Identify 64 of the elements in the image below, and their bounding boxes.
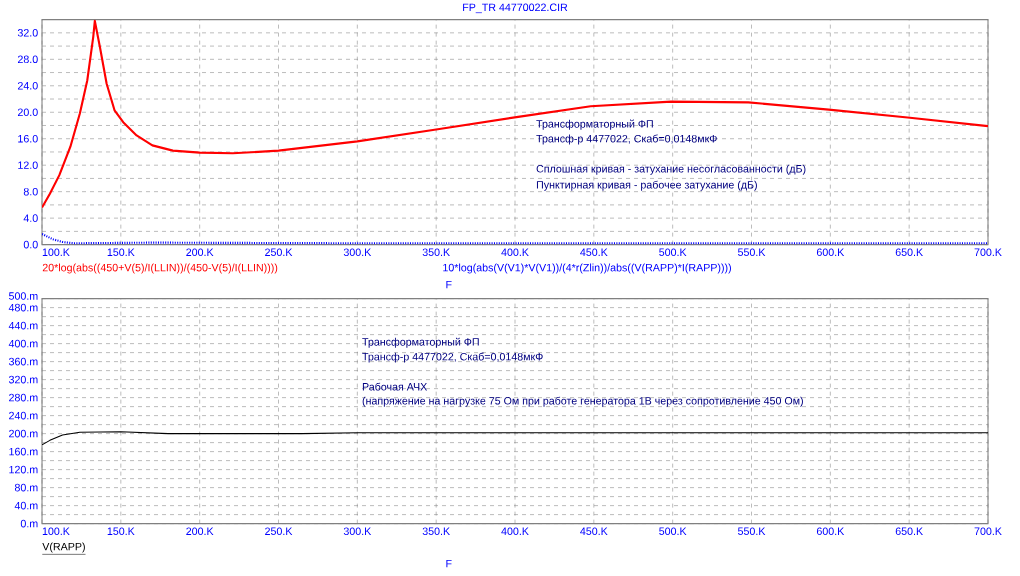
annotation: Трансформаторный ФП bbox=[536, 119, 653, 130]
chart-title: FP_TR 44770022.CIR bbox=[463, 3, 568, 14]
x-axis-title: F bbox=[446, 560, 452, 568]
annotation: Рабочая АЧХ bbox=[362, 382, 428, 391]
y-tick-label: 240.m bbox=[9, 412, 38, 420]
line-series bbox=[42, 20, 988, 209]
y-tick-label: 20.0 bbox=[17, 108, 38, 117]
x-tick-label: 200.K bbox=[186, 248, 214, 257]
x-tick-label: 200.K bbox=[186, 527, 214, 536]
x-tick-label: 650.K bbox=[895, 527, 923, 536]
x-tick-label: 250.K bbox=[265, 248, 293, 257]
x-tick-label: 600.K bbox=[816, 248, 845, 257]
y-tick-label: 200.m bbox=[9, 430, 38, 438]
y-tick-label: 12.0 bbox=[18, 161, 38, 170]
y-tick-label: 32.0 bbox=[17, 29, 38, 37]
y-tick-label: 160.m bbox=[9, 448, 38, 456]
x-tick-label: 700.K bbox=[974, 527, 1002, 536]
x-tick-label: 450.K bbox=[580, 527, 608, 536]
y-tick-label: 500.m bbox=[8, 292, 38, 300]
annotation: Пунктирная кривая - рабочее затухание (дБ) bbox=[536, 180, 757, 191]
y-tick-label: 280.m bbox=[9, 394, 38, 402]
x-tick-label: 400.K bbox=[501, 248, 529, 257]
x-tick-label: 350.K bbox=[422, 248, 450, 257]
x-axis-title: F bbox=[446, 281, 452, 289]
y-tick-label: 480.m bbox=[8, 304, 38, 312]
y-tick-label: 40.m bbox=[14, 502, 38, 510]
y-tick-label: 0.0 bbox=[23, 241, 38, 249]
annotation: Трансф-р 4477022, Скаб=0,0148мкФ bbox=[536, 134, 717, 145]
text: 20*log(abs((450+V(5)/I(LLIN))/(450-V(5)/I(LLIN)))) bbox=[42, 263, 278, 274]
annotation: (напряжение на нагрузке 75 Ом при работе генератора 1В через сопротивление 450 Ом) bbox=[362, 396, 803, 407]
x-tick-label: 550.K bbox=[737, 248, 766, 257]
text: V(RAPP) bbox=[42, 542, 85, 553]
x-tick-label: 150.K bbox=[107, 248, 135, 257]
annotation: Сплошная кривая - затухание несогласованности (дБ) bbox=[536, 164, 806, 175]
y-tick-label: 28.0 bbox=[17, 55, 38, 64]
y-tick-label: 24.0 bbox=[17, 82, 38, 90]
x-tick-label: 400.K bbox=[501, 527, 529, 536]
x-tick-label: 550.K bbox=[737, 527, 766, 536]
x-tick-label: 300.K bbox=[343, 527, 372, 536]
x-tick-label: 450.K bbox=[580, 248, 608, 257]
x-tick-label: 100.K bbox=[42, 527, 70, 536]
x-tick-label: 350.K bbox=[422, 527, 450, 536]
y-tick-label: 4.0 bbox=[23, 214, 38, 223]
x-tick-label: 500.K bbox=[659, 248, 687, 257]
x-tick-label: 600.K bbox=[816, 527, 845, 536]
x-tick-label: 150.K bbox=[107, 527, 135, 536]
annotation: Трансф-р 4477022, Скаб=0,0148мкФ bbox=[362, 352, 543, 363]
y-tick-label: 320.m bbox=[8, 376, 38, 384]
y-tick-label: 8.0 bbox=[23, 188, 38, 196]
y-tick-label: 16.0 bbox=[18, 135, 38, 143]
x-tick-label: 100.K bbox=[42, 248, 70, 257]
x-tick-label: 650.K bbox=[895, 248, 923, 257]
x-tick-label: 700.K bbox=[974, 248, 1002, 257]
x-tick-label: 250.K bbox=[265, 527, 293, 536]
x-tick-label: 500.K bbox=[659, 527, 687, 536]
y-tick-label: 0.m bbox=[20, 520, 38, 528]
y-tick-label: 400.m bbox=[8, 340, 38, 348]
y-tick-label: 120.m bbox=[9, 466, 38, 474]
y-tick-label: 360.m bbox=[8, 358, 38, 366]
y-tick-label: 80.m bbox=[14, 484, 38, 492]
annotation: Трансформаторный ФП bbox=[362, 337, 479, 348]
series-label: 10*log(abs(V(V1)*V(V1))/(4*r(Zlin))/abs((V(RAPP)*I(RAPP)))) bbox=[443, 263, 731, 274]
y-tick-label: 440.m bbox=[8, 322, 38, 330]
x-tick-label: 300.K bbox=[343, 248, 372, 257]
